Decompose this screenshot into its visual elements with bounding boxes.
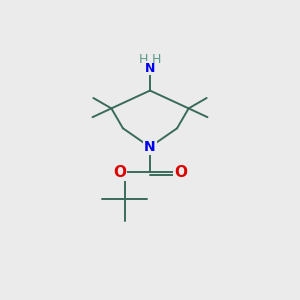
Text: H: H	[152, 53, 161, 66]
Text: O: O	[113, 165, 126, 180]
Text: O: O	[174, 165, 187, 180]
Text: H: H	[139, 53, 148, 66]
Text: N: N	[144, 140, 156, 154]
Text: N: N	[145, 62, 155, 75]
